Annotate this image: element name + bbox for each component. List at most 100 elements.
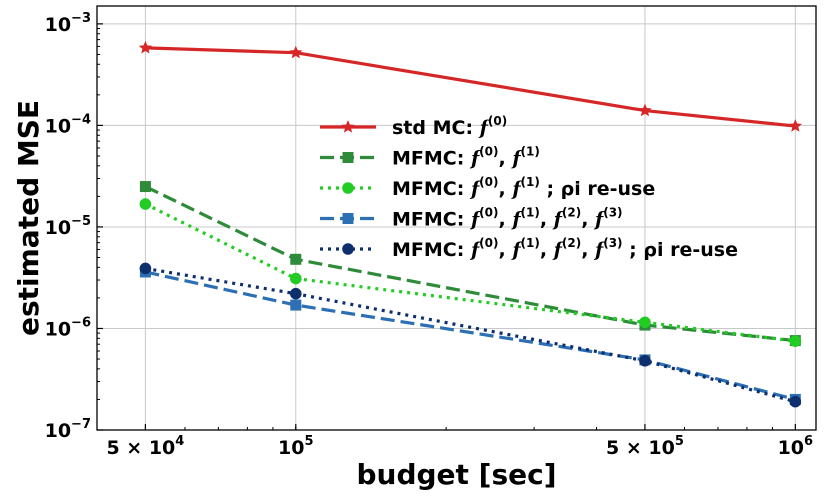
- series-3: [139, 198, 802, 347]
- legend-function-symbol: f: [593, 209, 606, 231]
- data-point-marker: [290, 253, 302, 265]
- legend-function-symbol: f: [510, 239, 523, 261]
- legend-comma: ,: [581, 209, 595, 231]
- x-tick-label: 105: [278, 434, 314, 459]
- legend-entry: MFMC: f(0)​, f(1)​, f(2)​, f(3)​ ; ρi re…: [320, 236, 738, 261]
- legend-comma: ,: [540, 209, 554, 231]
- y-tick-exponent: −4: [71, 112, 91, 127]
- legend-prefix: MFMC:: [392, 209, 471, 231]
- legend-entry: MFMC: f(0)​, f(1)​ ; ρi re-use: [320, 175, 655, 200]
- legend-superscript: (1): [521, 206, 540, 220]
- y-tick-label: 10−4: [45, 112, 91, 137]
- x-tick-mantissa: 5 × 10: [606, 437, 675, 459]
- x-tick-exponent: 5: [304, 434, 313, 449]
- data-point-marker: [289, 272, 302, 285]
- legend-label: MFMC: f(0)​, f(1)​: [392, 145, 540, 170]
- x-tick-exponent: 6: [804, 434, 813, 449]
- y-axis-title: estimated MSE: [12, 100, 45, 336]
- legend-function-symbol: f: [469, 148, 482, 170]
- legend-label: MFMC: f(0)​, f(1)​, f(2)​, f(3)​ ; ρi re…: [392, 236, 738, 261]
- y-tick-label: 10−6: [45, 315, 91, 340]
- y-tick-mantissa: 10: [45, 420, 71, 442]
- legend-label: MFMC: f(0)​, f(1)​, f(2)​, f(3)​: [392, 206, 623, 231]
- legend-prefix: std MC:: [392, 117, 480, 139]
- legend-comma: ,: [498, 148, 512, 170]
- data-point-marker: [789, 395, 802, 408]
- y-tick-mantissa: 10: [45, 318, 71, 340]
- legend-prefix: MFMC:: [392, 148, 471, 170]
- data-point-marker: [788, 119, 802, 132]
- data-point-marker: [138, 40, 153, 54]
- legend-superscript: (1): [521, 175, 540, 189]
- x-tick-mantissa: 10: [278, 437, 304, 459]
- series-2: [139, 181, 801, 347]
- legend-marker: [342, 213, 354, 224]
- data-point-marker: [289, 287, 302, 300]
- series-line: [145, 46, 796, 128]
- y-tick-mantissa: 10: [45, 217, 71, 239]
- series-4: [139, 266, 801, 405]
- y-tick-label: 10−3: [45, 11, 91, 36]
- y-tick-mantissa: 10: [45, 115, 71, 137]
- y-tick-label: 10−5: [45, 214, 91, 239]
- series-5: [139, 262, 802, 408]
- legend-function-symbol: f: [469, 178, 482, 200]
- legend-superscript: (1): [521, 145, 540, 159]
- series-line: [144, 185, 796, 343]
- legend-prefix: MFMC:: [392, 178, 471, 200]
- x-tick-exponent: 5: [675, 434, 684, 449]
- legend-comma: ,: [540, 239, 554, 261]
- legend-superscript: (1): [521, 236, 540, 250]
- series-lines: [138, 40, 802, 408]
- y-tick-exponent: −6: [71, 315, 91, 330]
- data-point-marker: [639, 316, 651, 329]
- legend-function-symbol: f: [510, 178, 523, 200]
- data-point-marker: [139, 262, 152, 275]
- data-point-marker: [789, 335, 802, 347]
- legend-superscript: (3): [603, 206, 622, 220]
- legend-comma: ,: [498, 209, 512, 231]
- legend-superscript: (0): [479, 206, 498, 220]
- legend-marker: [342, 182, 354, 194]
- legend-suffix: ; ρi re-use: [540, 178, 655, 200]
- legend-entry: std MC: f(0)​: [320, 114, 507, 139]
- x-tick-label: 5 × 105: [606, 434, 684, 459]
- legend-function-symbol: f: [510, 209, 523, 231]
- series-1: [138, 40, 802, 132]
- x-tick-mantissa: 5 × 10: [106, 437, 175, 459]
- x-tick-label: 106: [778, 434, 814, 459]
- legend-label: MFMC: f(0)​, f(1)​ ; ρi re-use: [392, 175, 655, 200]
- x-tick-exponent: 4: [175, 434, 184, 449]
- legend-function-symbol: f: [593, 239, 606, 261]
- legend-prefix: MFMC:: [392, 239, 471, 261]
- legend-superscript: (0): [479, 236, 498, 250]
- data-point-marker: [290, 299, 302, 311]
- y-tick-exponent: −3: [71, 11, 91, 26]
- plot-frame: [96, 5, 817, 431]
- legend-function-symbol: f: [510, 148, 523, 170]
- legend-marker: [342, 243, 354, 255]
- legend-superscript: (0): [488, 114, 507, 128]
- legend-superscript: (2): [562, 206, 581, 220]
- legend-function-symbol: f: [478, 117, 491, 139]
- data-point-marker: [139, 181, 151, 193]
- y-tick-exponent: −5: [71, 214, 91, 229]
- legend-superscript: (3): [603, 236, 622, 250]
- legend-function-symbol: f: [552, 239, 565, 261]
- data-point-marker: [639, 355, 651, 367]
- y-tick-exponent: −7: [71, 417, 91, 432]
- legend-suffix: ; ρi re-use: [623, 239, 738, 261]
- x-tick-label: 5 × 104: [106, 434, 184, 459]
- y-tick-mantissa: 10: [45, 14, 71, 36]
- legend-function-symbol: f: [469, 209, 482, 231]
- data-point-marker: [139, 198, 152, 210]
- legend-entry: MFMC: f(0)​, f(1)​: [320, 145, 540, 170]
- legend-function-symbol: f: [552, 209, 565, 231]
- legend-marker: [341, 120, 355, 133]
- legend-superscript: (2): [562, 236, 581, 250]
- legend: std MC: f(0)​MFMC: f(0)​, f(1)​MFMC: f(0…: [320, 114, 738, 261]
- data-point-marker: [289, 45, 303, 59]
- legend-marker: [342, 152, 354, 163]
